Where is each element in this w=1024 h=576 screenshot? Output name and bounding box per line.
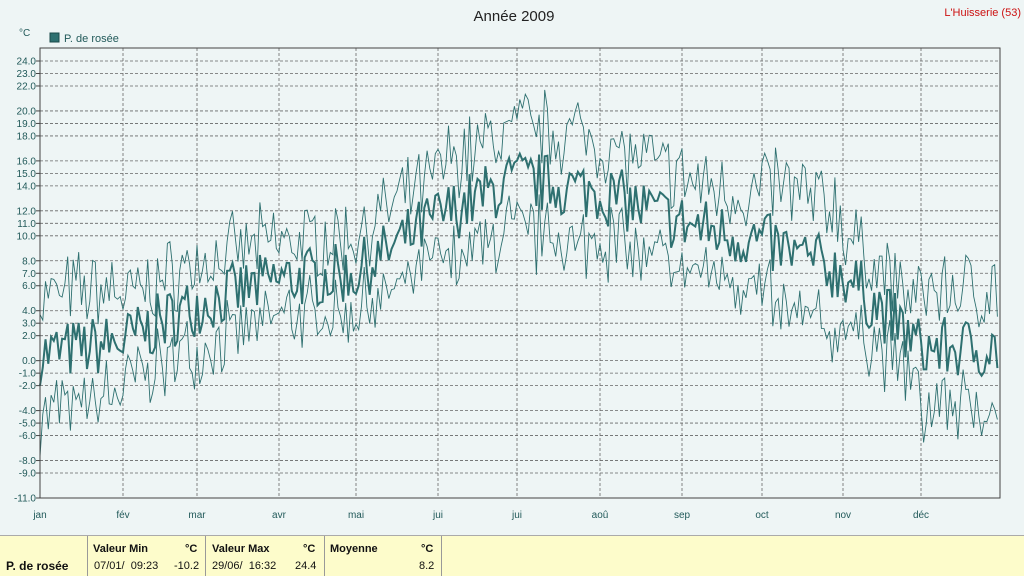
y-tick-label: 23.0: [17, 69, 37, 80]
x-tick-label: nov: [835, 510, 851, 521]
x-tick-label: mar: [188, 510, 206, 521]
y-tick-label: -2.0: [19, 381, 37, 392]
y-tick-label: 20.0: [17, 106, 37, 117]
y-tick-label: -6.0: [19, 431, 37, 442]
legend-swatch: [49, 32, 60, 43]
y-tick-label: 24.0: [17, 57, 37, 68]
max-date: 29/06/ 16:32: [212, 560, 277, 572]
y-tick-label: 19.0: [17, 119, 37, 130]
y-tick-label: 0.0: [22, 356, 36, 367]
series-max-line: [39, 89, 998, 328]
stats-avg-cell: Moyenne °C 8.2: [325, 536, 442, 576]
x-tick-label: mai: [348, 510, 364, 521]
y-tick-label: 16.0: [17, 156, 37, 167]
y-tick-label: -9.0: [19, 469, 37, 480]
y-tick-label: 6.0: [22, 281, 36, 292]
y-tick-label: -1.0: [19, 369, 37, 380]
x-tick-label: aoû: [592, 510, 609, 521]
stats-panel: P. de rosée Valeur Min °C 07/01/ 09:23 -…: [0, 535, 1024, 576]
x-tick-label: jui: [511, 510, 522, 521]
y-tick-label: 18.0: [17, 131, 37, 142]
y-tick-label: 22.0: [17, 81, 37, 92]
x-tick-label: jan: [32, 510, 46, 521]
x-tick-label: fév: [116, 510, 129, 521]
dewpoint-chart: Année 2009 L'Huisserie (53) °C P. de ros…: [14, 7, 1021, 521]
max-header: Valeur Max: [212, 543, 270, 555]
y-unit-label: °C: [19, 28, 30, 39]
series-min-line: [39, 194, 998, 457]
x-tick-label: jui: [432, 510, 443, 521]
stats-min-cell: Valeur Min °C 07/01/ 09:23 -10.2: [88, 536, 206, 576]
stats-series-cell: P. de rosée: [0, 536, 88, 576]
y-tick-label: 14.0: [17, 181, 37, 192]
series-layer: [39, 89, 999, 457]
y-axis-ticks: 24.023.022.0 20.0 19.018.0 16.0 15.014.0 12.0…: [14, 57, 40, 505]
y-tick-label: -5.0: [19, 419, 37, 430]
avg-unit: °C: [421, 543, 434, 555]
min-header: Valeur Min: [93, 543, 149, 555]
grid-layer: [40, 48, 1000, 499]
y-tick-label: 7.0: [22, 269, 36, 280]
stats-max-cell: Valeur Max °C 29/06/ 16:32 24.4: [206, 536, 325, 576]
y-tick-label: 10.0: [17, 231, 37, 242]
min-unit: °C: [185, 543, 198, 555]
max-value: 24.4: [295, 560, 317, 572]
x-tick-label: oct: [755, 510, 769, 521]
min-value: -10.2: [174, 560, 200, 572]
y-tick-label: -4.0: [19, 406, 37, 417]
plot-frame: [39, 47, 1001, 499]
min-date: 07/01/ 09:23: [94, 560, 159, 572]
y-tick-label: 15.0: [17, 169, 37, 180]
series-avg-line: [39, 151, 999, 386]
y-tick-label: 4.0: [22, 306, 36, 317]
max-unit: °C: [303, 543, 316, 555]
chart-title: Année 2009: [474, 8, 555, 25]
x-tick-label: sep: [674, 510, 691, 521]
legend-label: P. de rosée: [64, 33, 119, 45]
avg-value: 8.2: [419, 560, 435, 572]
y-tick-label: 8.0: [22, 256, 36, 267]
stats-series-name: P. de rosée: [6, 559, 69, 573]
y-tick-label: 3.0: [22, 319, 36, 330]
y-tick-label: 11.0: [17, 219, 36, 230]
x-tick-label: avr: [272, 510, 287, 521]
station-name: L'Huisserie (53): [944, 7, 1021, 19]
y-tick-label: 12.0: [17, 206, 37, 217]
y-tick-label: -11.0: [14, 494, 36, 505]
x-axis-ticks: jan fév mar avr mai jui jui aoû sep oct nov déc: [32, 510, 929, 521]
y-tick-label: 2.0: [22, 331, 36, 342]
y-tick-label: -8.0: [19, 456, 37, 467]
x-tick-label: déc: [913, 510, 929, 521]
avg-header: Moyenne: [330, 543, 378, 555]
